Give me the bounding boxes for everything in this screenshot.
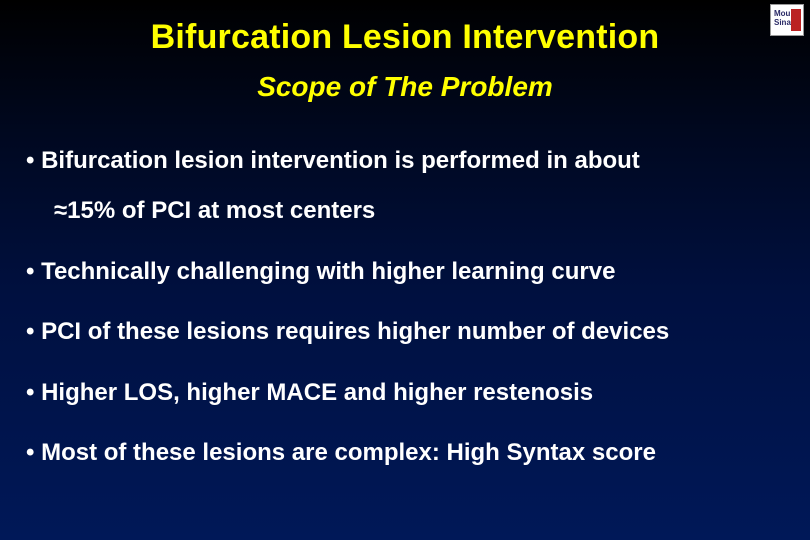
bullet-item: • Bifurcation lesion intervention is per… — [26, 145, 786, 228]
bullet-text: • Technically challenging with higher le… — [26, 256, 786, 288]
bullet-text: • PCI of these lesions requires higher n… — [26, 316, 786, 348]
bullet-text: • Bifurcation lesion intervention is per… — [26, 145, 786, 177]
bullet-text: • Most of these lesions are complex: Hig… — [26, 437, 786, 469]
bullet-item: • Technically challenging with higher le… — [26, 256, 786, 288]
slide-subtitle: Scope of The Problem — [24, 71, 786, 103]
corner-logo: Mount Sinai — [770, 4, 804, 36]
bullet-item: • PCI of these lesions requires higher n… — [26, 316, 786, 348]
bullet-text: • Higher LOS, higher MACE and higher res… — [26, 377, 786, 409]
bullet-item: • Higher LOS, higher MACE and higher res… — [26, 377, 786, 409]
logo-accent-bar — [791, 9, 801, 31]
bullet-text-continuation: ≈15% of PCI at most centers — [26, 195, 786, 227]
bullet-list: • Bifurcation lesion intervention is per… — [24, 145, 786, 469]
slide-title: Bifurcation Lesion Intervention — [24, 18, 786, 57]
bullet-item: • Most of these lesions are complex: Hig… — [26, 437, 786, 469]
slide-container: Bifurcation Lesion Intervention Scope of… — [0, 0, 810, 540]
